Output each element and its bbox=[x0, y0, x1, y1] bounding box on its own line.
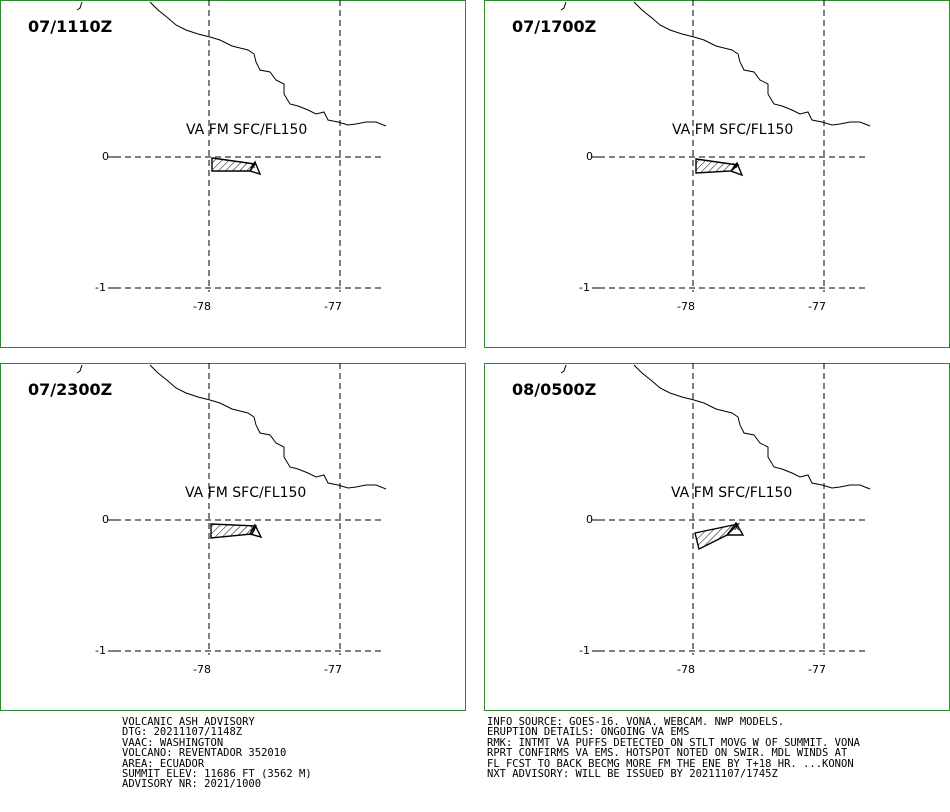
map-graphic: x bbox=[0, 0, 466, 348]
map-graphic: x bbox=[484, 0, 950, 348]
map-panel-4: x 08/0500Z VA FM SFC/FL150 0 -1 -78 -77 bbox=[484, 363, 950, 711]
map-graphic: x bbox=[484, 363, 950, 711]
lat-label-0: 0 bbox=[102, 513, 109, 526]
advisory-line: ERUPTION DETAILS: ONGOING VA EMS bbox=[487, 726, 690, 739]
svg-text:x: x bbox=[250, 161, 256, 171]
lon-label-77: -77 bbox=[324, 300, 342, 313]
svg-text:x: x bbox=[732, 161, 738, 171]
lon-label-77: -77 bbox=[808, 300, 826, 313]
panel-time: 07/1700Z bbox=[512, 17, 597, 36]
ash-polygon: x bbox=[210, 523, 263, 539]
va-label: VA FM SFC/FL150 bbox=[672, 122, 794, 138]
lat-label-0: 0 bbox=[586, 513, 593, 526]
lon-label-77: -77 bbox=[808, 663, 826, 676]
panel-time: 07/2300Z bbox=[28, 380, 113, 399]
va-label: VA FM SFC/FL150 bbox=[671, 485, 793, 501]
lat-label-0: 0 bbox=[586, 150, 593, 163]
lon-label-78: -78 bbox=[193, 300, 211, 313]
advisory-line: DTG: 20211107/1148Z bbox=[122, 726, 243, 739]
panel-time: 08/0500Z bbox=[512, 380, 597, 399]
advisory-line: VAAC: WASHINGTON bbox=[122, 736, 224, 749]
advisory-line: VOLCANIC ASH ADVISORY bbox=[122, 716, 255, 728]
advisory-line: FL FCST TO BACK BECMG MORE FM THE ENE BY… bbox=[487, 757, 854, 770]
lon-label-78: -78 bbox=[677, 663, 695, 676]
lon-label-77: -77 bbox=[324, 663, 342, 676]
svg-text:x: x bbox=[250, 524, 256, 534]
lon-label-78: -78 bbox=[677, 300, 695, 313]
advisory-line: INFO SOURCE: GOES-16. VONA. WEBCAM. NWP … bbox=[487, 716, 785, 728]
advisory-line: VOLCANO: REVENTADOR 352010 bbox=[122, 747, 287, 760]
panel-time: 07/1110Z bbox=[28, 17, 113, 36]
lat-label-minus1: -1 bbox=[95, 644, 106, 657]
map-panel-3: x 07/2300Z VA FM SFC/FL150 0 -1 -78 -77 bbox=[0, 363, 466, 711]
lat-label-minus1: -1 bbox=[579, 281, 590, 294]
ash-polygon: x bbox=[694, 521, 745, 551]
svg-text:x: x bbox=[734, 523, 740, 533]
advisory-right-block: INFO SOURCE: GOES-16. VONA. WEBCAM. NWP … bbox=[487, 716, 860, 781]
lat-label-minus1: -1 bbox=[95, 281, 106, 294]
advisory-line: RMK: INTMT VA PUFFS DETECTED ON STLT MOV… bbox=[487, 736, 860, 749]
lat-label-minus1: -1 bbox=[579, 644, 590, 657]
ash-polygon: x bbox=[695, 158, 744, 177]
va-label: VA FM SFC/FL150 bbox=[186, 122, 308, 138]
va-label: VA FM SFC/FL150 bbox=[185, 485, 307, 501]
ash-polygon: x bbox=[211, 157, 262, 176]
map-graphic: x bbox=[0, 363, 466, 711]
map-panel-2: x 07/1700Z VA FM SFC/FL150 0 -1 -78 -77 bbox=[484, 0, 950, 348]
advisory-line: RPRT CONFIRMS VA EMS. HOTSPOT NOTED ON S… bbox=[487, 747, 848, 760]
advisory-left-block: VOLCANIC ASH ADVISORY DTG: 20211107/1148… bbox=[122, 717, 312, 790]
lon-label-78: -78 bbox=[193, 663, 211, 676]
advisory-line: SUMMIT ELEV: 11686 FT (3562 M) bbox=[122, 768, 312, 781]
advisory-line: ADVISORY NR: 2021/1000 bbox=[122, 778, 262, 791]
advisory-line: AREA: ECUADOR bbox=[122, 757, 205, 770]
lat-label-0: 0 bbox=[102, 150, 109, 163]
map-panel-1: x 07/1110Z VA FM SFC/FL150 0 -1 -78 -77 bbox=[0, 0, 466, 348]
advisory-line: NXT ADVISORY: WILL BE ISSUED BY 20211107… bbox=[487, 768, 778, 781]
